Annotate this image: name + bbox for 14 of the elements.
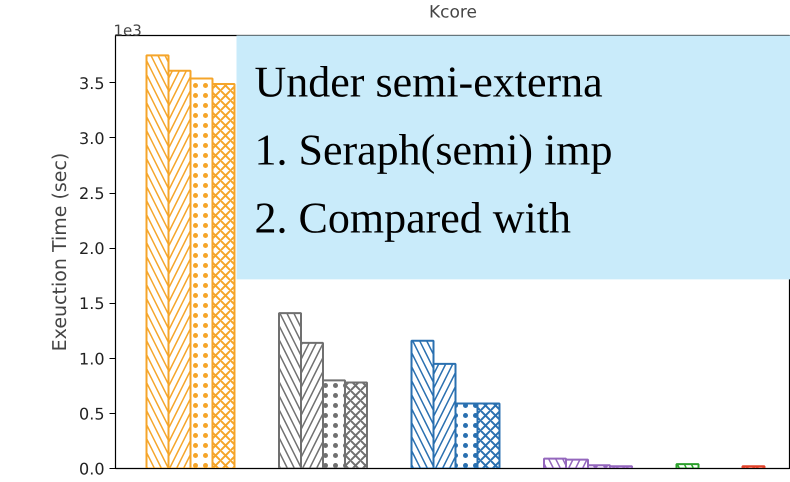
y-tick-label: 0.0 bbox=[79, 460, 105, 478]
chart-title: Kcore bbox=[429, 2, 477, 22]
y-tick-label: 2.5 bbox=[79, 184, 105, 204]
annotation: 2. Compared with bbox=[254, 194, 572, 242]
annotation: 1. Seraph(semi) imp bbox=[254, 126, 613, 174]
y-tick-label: 1.5 bbox=[79, 294, 105, 314]
y-tick-label: 1.0 bbox=[79, 349, 105, 368]
y-axis-title: Exeuction Time (sec) bbox=[49, 152, 72, 352]
y-tick-label: 2.0 bbox=[79, 239, 105, 258]
annotation: 1e3 bbox=[114, 22, 142, 40]
annotation: Under semi-externa bbox=[254, 58, 603, 106]
y-tick-label: 3.5 bbox=[79, 74, 105, 93]
y-tick-label: 0.5 bbox=[79, 404, 105, 424]
y-tick-label: 3.0 bbox=[79, 128, 105, 148]
